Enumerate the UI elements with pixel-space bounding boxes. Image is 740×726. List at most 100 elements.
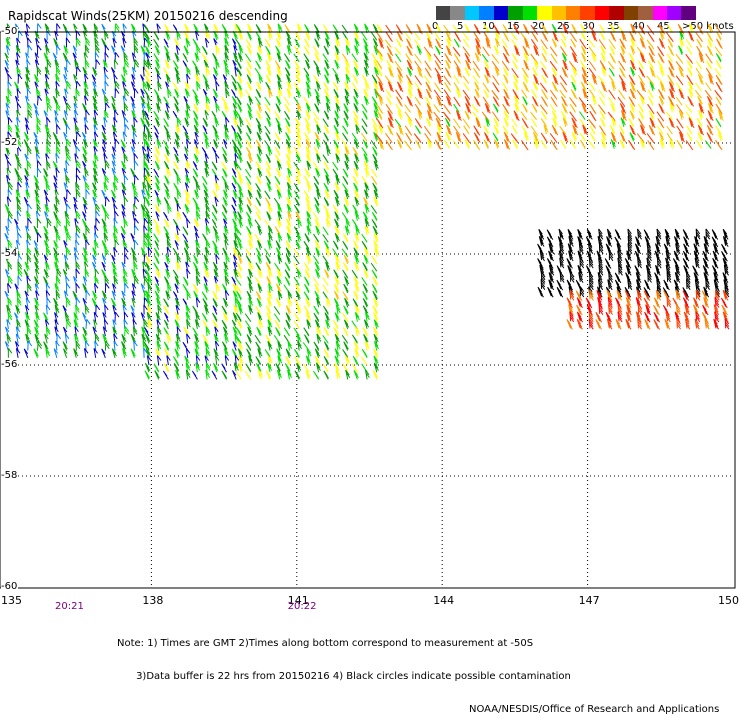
wind-barb [472,75,479,84]
wind-barb [322,226,329,236]
wind-barb [705,279,711,290]
wind-barb [173,161,179,171]
wind-barb [658,23,666,35]
wind-barb [685,140,694,151]
wind-barb [110,298,117,308]
wind-barb [537,243,544,255]
wind-barb [92,117,98,128]
wind-barb [316,297,322,308]
wind-barb [577,236,584,247]
wind-barb [245,118,252,128]
wind-barb [503,67,509,77]
wind-barb [215,81,220,91]
wind-barb [275,240,282,250]
wind-barb [686,125,693,135]
wind-barb [234,66,239,77]
wind-barb [246,348,252,359]
wind-barb [84,268,90,279]
wind-barb [376,60,383,70]
wind-barb [234,153,239,164]
wind-barb [559,257,565,269]
wind-barb [715,96,722,106]
wind-barb [511,68,519,79]
wind-barb [560,110,567,120]
wind-barb [464,67,470,77]
wind-barb [95,218,101,228]
wind-barb [145,348,151,358]
wind-barb [255,197,262,207]
wind-barb [688,30,695,42]
wind-barb [7,88,12,99]
wind-barb [611,81,617,91]
wind-barb [405,132,413,143]
wind-barb [267,362,273,373]
wind-barb [353,96,359,106]
wind-barb [665,250,671,262]
wind-barb [675,264,681,276]
wind-barb [608,304,613,315]
wind-barb [193,103,199,113]
wind-barb [75,304,80,315]
wind-barb [232,370,237,380]
wind-barb [133,340,138,351]
wind-barb [211,211,218,221]
wind-barb [373,362,379,373]
wind-barb [617,311,623,323]
wind-barb [212,305,218,315]
wind-barb [676,318,682,330]
wind-barb [286,88,292,99]
wind-barb [474,88,481,99]
wind-barb [172,291,179,301]
wind-barb [569,311,575,323]
wind-barb [373,355,379,366]
wind-barb [354,348,360,358]
wind-barb [436,124,442,135]
wind-barb [704,140,712,149]
wind-barb [634,243,642,255]
wind-barb [4,59,9,70]
wind-barb [155,59,161,70]
wind-barb [679,131,685,143]
wind-barb [164,218,170,229]
wind-barb [376,31,384,42]
wind-barb [305,146,311,156]
wind-barb [44,232,50,243]
wind-barb [371,118,378,128]
wind-barb [132,131,138,142]
wind-barb [713,279,720,291]
wind-barb [313,233,320,243]
wind-barb [675,243,681,254]
wind-barb [154,117,161,128]
wind-barb [276,369,283,380]
wind-barb [255,262,262,272]
wind-barb [293,277,300,286]
wind-barb [144,362,151,373]
wind-barb [102,139,107,149]
legend-swatch-1 [450,6,465,20]
wind-barb [130,305,135,315]
wind-barb [204,247,210,257]
wind-barb [533,59,539,70]
wind-barb [445,45,453,56]
wind-barb [341,248,349,258]
wind-barb [443,24,451,35]
wind-barb [662,304,670,316]
wind-barb [75,66,81,77]
wind-barb [653,312,661,323]
wind-barb [314,290,320,301]
wind-barb [362,139,369,149]
wind-barb [237,211,243,221]
wind-barb [195,311,201,322]
wind-barb [165,254,171,265]
wind-barb [313,146,320,157]
wind-barb [164,261,169,272]
wind-barb [610,103,616,113]
wind-barb [164,312,169,322]
wind-barb [609,125,616,135]
wind-barb [541,45,548,56]
wind-barb [184,203,190,214]
wind-barb [204,268,210,279]
wind-barb [4,52,9,63]
wind-barb [194,189,200,200]
wind-barb [334,333,340,344]
